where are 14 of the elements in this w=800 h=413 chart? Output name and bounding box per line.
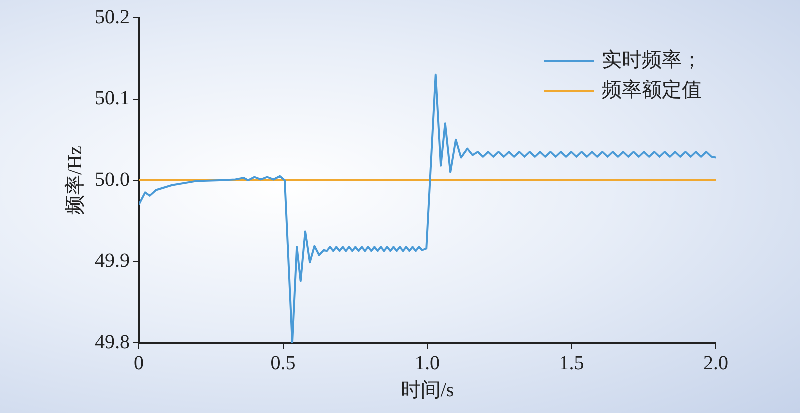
legend-label: 实时频率； bbox=[602, 49, 702, 72]
y-tick-label: 50.0 bbox=[95, 168, 130, 191]
x-tick-label: 1.0 bbox=[415, 352, 440, 374]
x-tick-label: 2.0 bbox=[704, 352, 728, 374]
x-axis-title: 时间/s bbox=[400, 379, 454, 402]
legend-label: 频率额定值 bbox=[602, 79, 702, 102]
x-tick-label: 1.5 bbox=[559, 352, 584, 374]
y-tick-label: 49.8 bbox=[95, 331, 130, 354]
y-tick-label: 49.9 bbox=[95, 250, 130, 272]
y-tick-label: 50.2 bbox=[95, 6, 130, 28]
x-tick-label: 0 bbox=[134, 352, 144, 374]
x-tick-label: 0.5 bbox=[270, 352, 296, 374]
y-axis-title: 频率/Hz bbox=[64, 146, 86, 215]
y-tick-label: 50.1 bbox=[95, 88, 130, 110]
